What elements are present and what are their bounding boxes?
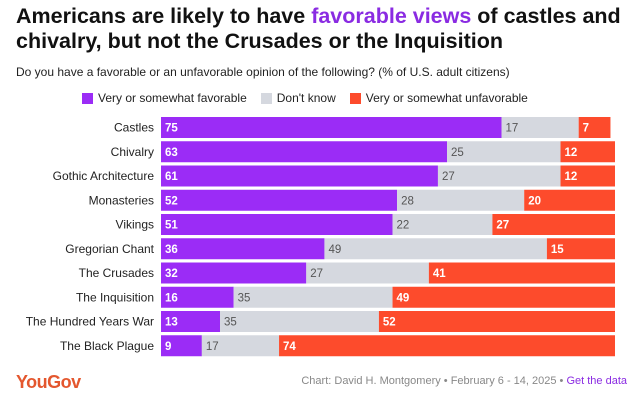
category-label-chivalry: Chivalry (111, 145, 154, 159)
chart-subtitle: Do you have a favorable or an unfavorabl… (16, 65, 510, 79)
value-label-dont-know-gothic-architecture: 27 (442, 171, 455, 183)
legend-item-dont-know: Don't know (260, 91, 336, 105)
value-label-dont-know-the-hundred-years-war: 35 (224, 317, 237, 329)
value-label-favorable-chivalry: 63 (165, 147, 178, 159)
value-label-unfavorable-the-crusades: 41 (433, 268, 446, 280)
legend: Very or somewhat favorable Don't know Ve… (82, 91, 542, 105)
bar-unfavorable-the-crusades (428, 262, 615, 284)
bar-dont-know-gregorian-chant (324, 238, 547, 260)
legend-label-favorable: Very or somewhat favorable (98, 91, 247, 105)
credit-text: Chart: David H. Montgomery • February 6 … (301, 375, 567, 387)
bar-dont-know-castles (501, 117, 579, 138)
value-label-favorable-vikings: 51 (165, 220, 178, 232)
value-label-favorable-the-black-plague: 9 (165, 341, 171, 353)
bar-dont-know-monasteries (397, 189, 525, 211)
bar-unfavorable-the-black-plague (279, 335, 615, 357)
legend-label-dont-know: Don't know (276, 91, 336, 105)
value-label-favorable-the-crusades: 32 (165, 268, 178, 280)
bar-dont-know-gothic-architecture (437, 165, 561, 187)
bar-favorable-monasteries (161, 189, 398, 211)
value-label-favorable-castles: 75 (165, 123, 178, 135)
value-label-dont-know-the-black-plague: 17 (206, 341, 219, 353)
legend-label-unfavorable: Very or somewhat unfavorable (365, 91, 528, 105)
value-label-unfavorable-chivalry: 12 (565, 147, 578, 159)
value-label-unfavorable-castles: 7 (583, 123, 589, 135)
value-label-unfavorable-gothic-architecture: 12 (565, 171, 578, 183)
value-label-dont-know-vikings: 22 (397, 220, 410, 232)
bar-dont-know-the-black-plague (201, 335, 280, 357)
legend-item-unfavorable: Very or somewhat unfavorable (349, 91, 528, 105)
title-part1: Americans are likely to have (16, 4, 312, 28)
value-label-dont-know-castles: 17 (506, 123, 519, 135)
category-label-gregorian-chant: Gregorian Chant (65, 242, 154, 256)
value-label-favorable-gregorian-chant: 36 (165, 244, 178, 256)
bar-unfavorable-gothic-architecture (560, 165, 615, 187)
stacked-bar-chart: Castles 75 17 7 Chivalry 63 25 12 Gothic Archite… (26, 117, 615, 357)
legend-swatch-favorable (82, 92, 93, 104)
title-highlight: favorable views (311, 4, 472, 28)
category-label-monasteries: Monasteries (89, 193, 154, 207)
value-label-dont-know-monasteries: 28 (401, 195, 414, 207)
bar-unfavorable-chivalry (560, 141, 615, 163)
category-label-vikings: Vikings (116, 218, 154, 232)
bar-dont-know-the-hundred-years-war (220, 311, 379, 332)
value-label-unfavorable-vikings: 27 (496, 220, 509, 232)
value-label-favorable-the-hundred-years-war: 13 (165, 317, 178, 329)
bar-unfavorable-the-hundred-years-war (378, 311, 615, 332)
bar-favorable-vikings (161, 214, 393, 235)
category-label-gothic-architecture: Gothic Architecture (53, 169, 155, 183)
bar-unfavorable-gregorian-chant (546, 238, 615, 260)
bar-favorable-the-black-plague (161, 335, 202, 357)
bar-dont-know-the-inquisition (233, 286, 393, 308)
category-label-castles: Castles (114, 121, 154, 135)
value-label-dont-know-the-crusades: 27 (310, 268, 323, 280)
category-label-the-crusades: The Crusades (79, 266, 154, 280)
value-label-favorable-monasteries: 52 (165, 195, 178, 207)
bar-dont-know-the-crusades (306, 262, 429, 284)
yougov-logo: YouGov (16, 372, 81, 392)
bar-favorable-gothic-architecture (161, 165, 438, 187)
bar-favorable-the-inquisition (161, 286, 234, 308)
bar-unfavorable-the-inquisition (392, 286, 615, 308)
bar-favorable-gregorian-chant (161, 238, 325, 260)
value-label-unfavorable-monasteries: 20 (528, 195, 541, 207)
value-label-unfavorable-the-hundred-years-war: 52 (383, 317, 396, 329)
bar-unfavorable-monasteries (524, 189, 615, 211)
bar-favorable-chivalry (161, 141, 448, 163)
category-label-the-hundred-years-war: The Hundred Years War (26, 315, 154, 329)
value-label-dont-know-the-inquisition: 35 (238, 292, 251, 304)
value-label-dont-know-gregorian-chant: 49 (328, 244, 341, 256)
chart-title: Americans are likely to have favorable v… (16, 4, 636, 54)
category-label-the-inquisition: The Inquisition (76, 290, 154, 304)
bar-dont-know-chivalry (447, 141, 561, 163)
category-label-the-black-plague: The Black Plague (60, 339, 154, 353)
legend-swatch-dont-know (260, 92, 272, 104)
title-part2: of castles and chivalry, but not the Cru… (16, 4, 621, 53)
value-label-favorable-gothic-architecture: 61 (165, 171, 178, 183)
value-label-unfavorable-the-black-plague: 74 (283, 341, 296, 353)
legend-swatch-unfavorable (349, 92, 361, 104)
bar-unfavorable-vikings (492, 214, 615, 235)
bar-unfavorable-castles (578, 117, 611, 138)
bar-favorable-the-hundred-years-war (161, 311, 221, 332)
bar-dont-know-vikings (392, 214, 493, 235)
bar-favorable-castles (161, 117, 502, 138)
footer-credit: Chart: David H. Montgomery • February 6 … (301, 375, 627, 387)
bar-favorable-the-crusades (161, 262, 307, 284)
value-label-favorable-the-inquisition: 16 (165, 292, 178, 304)
value-label-unfavorable-gregorian-chant: 15 (551, 244, 564, 256)
value-label-unfavorable-the-inquisition: 49 (397, 292, 410, 304)
value-label-dont-know-chivalry: 25 (451, 147, 464, 159)
get-the-data-link[interactable]: Get the data (566, 375, 627, 387)
legend-item-favorable: Very or somewhat favorable (82, 91, 247, 105)
